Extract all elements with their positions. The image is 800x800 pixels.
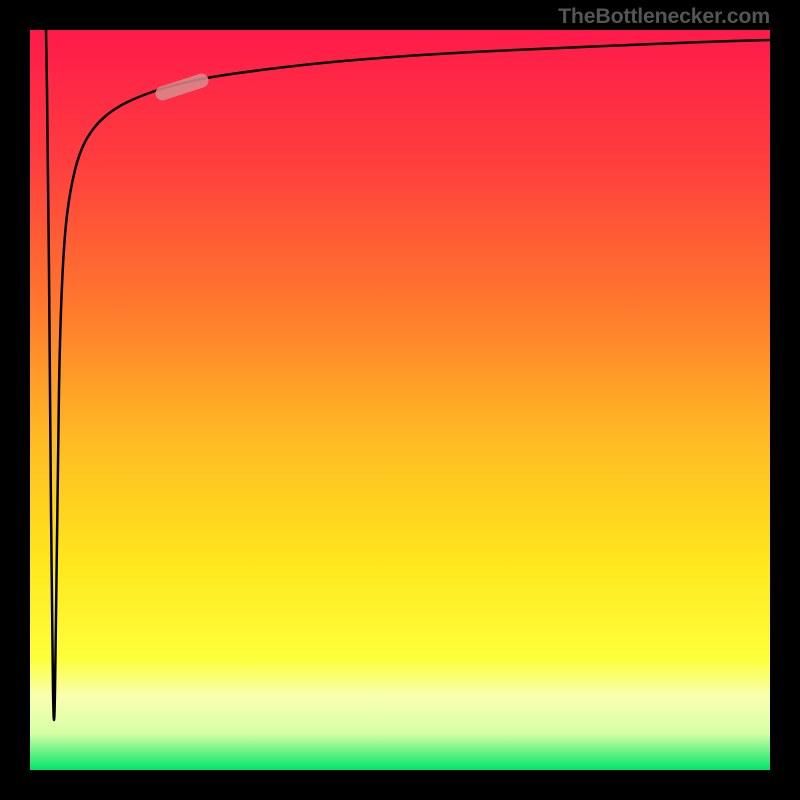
- plot-area: [30, 30, 770, 770]
- watermark-text: TheBottlenecker.com: [558, 4, 770, 29]
- plot-svg: [30, 30, 770, 770]
- gradient-background: [30, 30, 770, 770]
- chart-root: TheBottlenecker.com: [0, 0, 800, 800]
